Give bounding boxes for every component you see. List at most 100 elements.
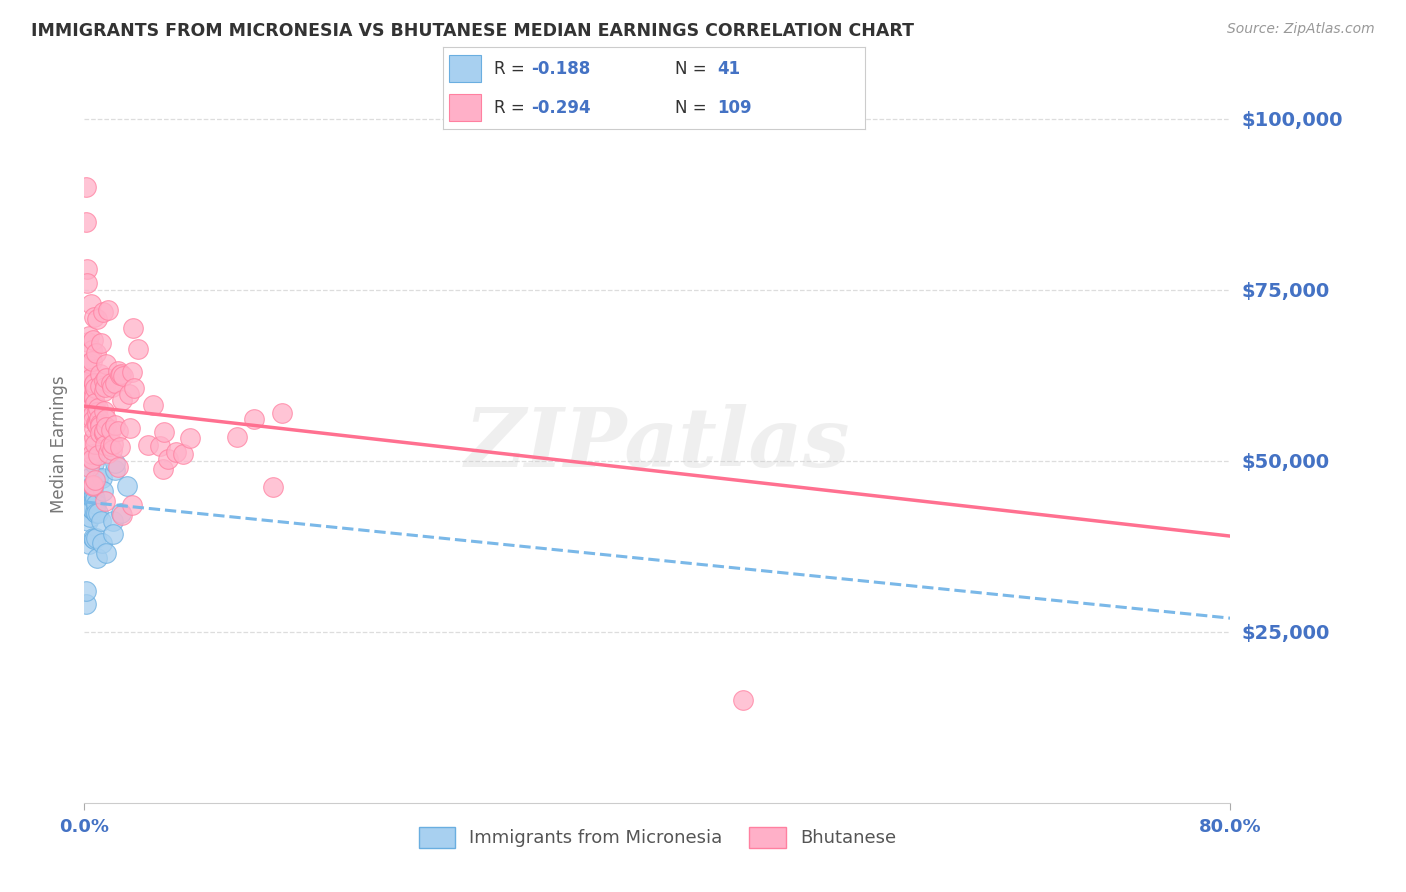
Point <box>86 416 108 430</box>
Text: 109: 109 <box>717 99 752 117</box>
Point <box>89 417 111 431</box>
Point <box>93 425 115 439</box>
Point <box>82 413 104 427</box>
Point <box>75 214 97 228</box>
Point <box>82 501 104 516</box>
Point <box>152 461 174 475</box>
Legend: Immigrants from Micronesia, Bhutanese: Immigrants from Micronesia, Bhutanese <box>412 820 903 855</box>
Point <box>80 483 103 498</box>
Point <box>101 437 124 451</box>
Point <box>107 364 129 378</box>
Point <box>83 492 105 507</box>
Point <box>83 456 105 470</box>
Point <box>94 493 117 508</box>
Point <box>77 495 100 509</box>
Point <box>77 329 100 343</box>
Point <box>243 412 266 426</box>
Point <box>83 430 105 444</box>
Point <box>91 483 114 498</box>
Point <box>86 312 108 326</box>
Point <box>94 358 117 372</box>
Point <box>118 420 141 434</box>
Point <box>86 471 108 485</box>
Point <box>84 473 107 487</box>
Point <box>84 447 107 461</box>
Point <box>87 401 110 415</box>
Point <box>79 411 101 425</box>
Point <box>77 437 100 451</box>
Point <box>77 373 100 387</box>
Point <box>94 411 117 425</box>
Point <box>80 371 103 385</box>
Text: -0.294: -0.294 <box>531 99 591 117</box>
Point <box>76 276 98 290</box>
Point <box>108 440 131 454</box>
Point <box>96 371 118 385</box>
Point <box>84 416 107 430</box>
Y-axis label: Median Earnings: Median Earnings <box>49 375 67 513</box>
Point <box>93 404 115 418</box>
Point <box>149 439 172 453</box>
Point <box>107 459 129 474</box>
Text: N =: N = <box>675 99 706 117</box>
Point <box>80 343 103 357</box>
Point <box>77 460 100 475</box>
Point <box>80 297 103 311</box>
Point <box>165 445 187 459</box>
Point <box>82 333 104 347</box>
Point <box>79 356 101 370</box>
Point <box>225 430 247 444</box>
Point <box>86 404 108 418</box>
Point <box>110 368 132 383</box>
Point <box>90 336 112 351</box>
Point <box>77 537 100 551</box>
Point <box>79 510 101 524</box>
Point <box>89 379 111 393</box>
Point <box>87 448 110 462</box>
Point <box>104 417 127 432</box>
Point <box>104 376 127 390</box>
Point <box>80 500 103 514</box>
Point <box>110 507 132 521</box>
Point <box>90 471 112 485</box>
Point <box>121 365 143 379</box>
Text: IMMIGRANTS FROM MICRONESIA VS BHUTANESE MEDIAN EARNINGS CORRELATION CHART: IMMIGRANTS FROM MICRONESIA VS BHUTANESE … <box>31 22 914 40</box>
Point <box>75 583 97 598</box>
Point <box>112 369 135 384</box>
Point <box>83 390 105 404</box>
Bar <box>450 95 481 121</box>
Text: Source: ZipAtlas.com: Source: ZipAtlas.com <box>1227 22 1375 37</box>
Point <box>79 384 101 399</box>
Point <box>83 381 105 395</box>
Text: N =: N = <box>675 60 706 78</box>
Point <box>262 480 284 494</box>
Point <box>136 438 159 452</box>
Point <box>76 485 98 500</box>
Point <box>82 477 104 491</box>
Point <box>83 492 105 507</box>
Point <box>82 354 104 368</box>
Point <box>104 456 127 470</box>
Point <box>89 426 111 441</box>
Point <box>90 514 112 528</box>
Point <box>75 401 97 416</box>
Point <box>86 418 108 433</box>
Point <box>107 424 129 438</box>
Point <box>115 479 138 493</box>
Point <box>86 506 108 520</box>
Point <box>94 547 117 561</box>
Point <box>733 693 755 707</box>
Point <box>101 514 124 528</box>
Point <box>82 452 104 467</box>
Point <box>82 531 104 545</box>
Point <box>75 180 97 194</box>
Point <box>87 412 110 426</box>
Point <box>84 531 107 545</box>
Point <box>82 478 104 492</box>
Text: -0.188: -0.188 <box>531 60 591 78</box>
Point <box>101 380 124 394</box>
Point <box>122 381 145 395</box>
Text: ZIPatlas: ZIPatlas <box>464 404 851 483</box>
Point <box>94 380 117 394</box>
Point <box>110 367 132 381</box>
